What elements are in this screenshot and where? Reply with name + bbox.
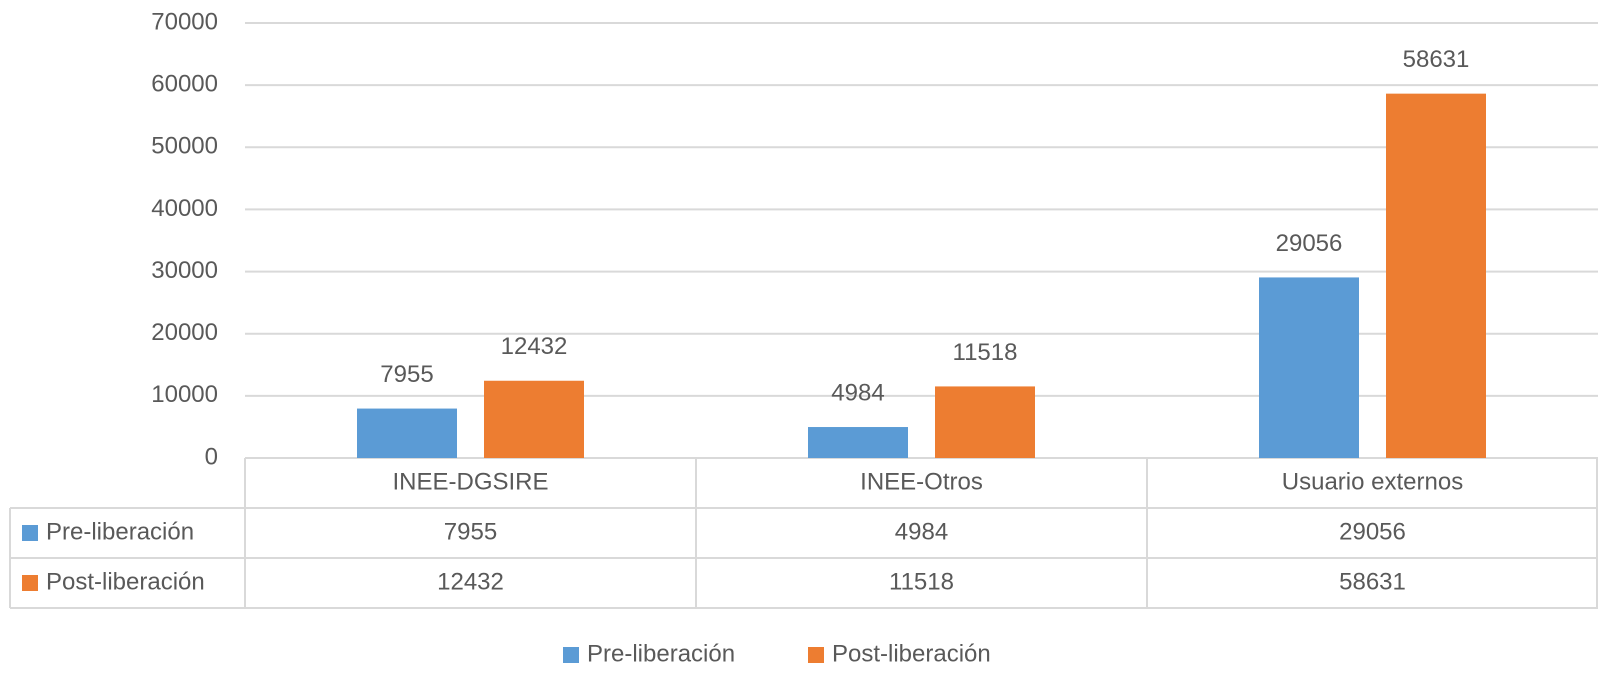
legend-label: Post-liberación [832,640,991,667]
x-tick-label: INEE-Otros [860,468,983,495]
table-legend-key [22,525,38,541]
bar [935,386,1035,458]
y-tick-label: 60000 [151,70,218,97]
y-tick-label: 20000 [151,319,218,346]
legend-key [808,647,824,663]
y-tick-label: 10000 [151,381,218,408]
table-value: 29056 [1339,518,1406,545]
data-label: 11518 [953,339,1018,366]
data-label: 58631 [1403,46,1470,73]
table-series-name: Pre-liberación [46,518,194,545]
y-tick-label: 50000 [151,133,218,160]
y-tick-label: 0 [205,443,218,470]
table-value: 11518 [889,568,954,595]
y-tick-label: 30000 [151,257,218,284]
legend-label: Pre-liberación [587,640,735,667]
bar [484,380,584,458]
data-label: 29056 [1276,230,1343,257]
data-label: 12432 [501,333,568,360]
table-legend-key [22,575,38,591]
legend-key [563,647,579,663]
x-tick-label: INEE-DGSIRE [392,468,548,495]
table-value: 12432 [437,568,504,595]
y-tick-label: 40000 [151,195,218,222]
table-value: 58631 [1339,568,1406,595]
data-label: 7955 [380,361,433,388]
y-tick-label: 70000 [151,8,218,35]
data-label: 4984 [831,379,884,406]
bar [808,427,908,458]
table-value: 4984 [895,518,948,545]
table-value: 7955 [444,518,497,545]
bar [1259,277,1359,458]
bar [1386,93,1486,459]
x-tick-label: Usuario externos [1282,468,1463,495]
bar [357,408,457,458]
table-series-name: Post-liberación [46,568,205,595]
